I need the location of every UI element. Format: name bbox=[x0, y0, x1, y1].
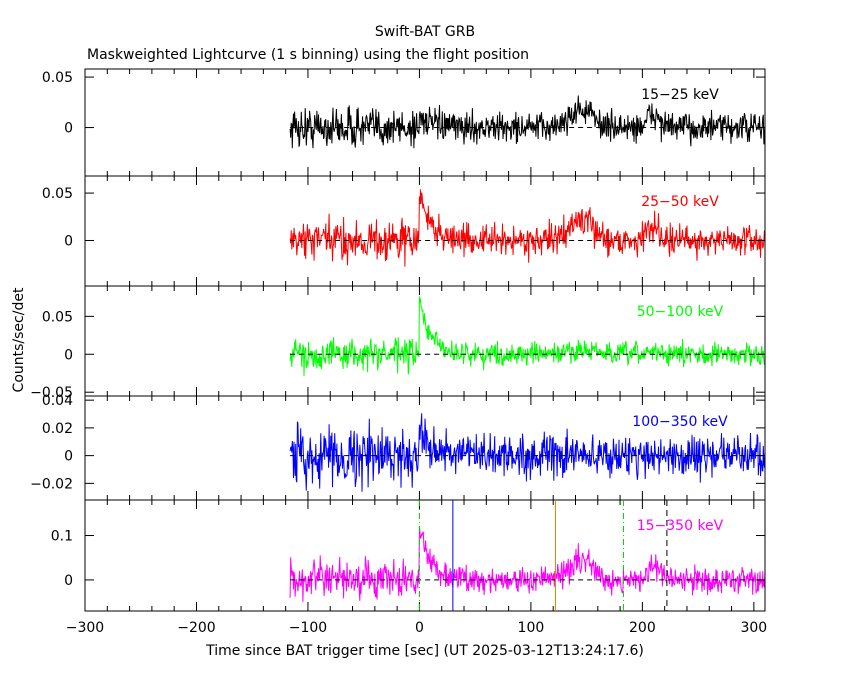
lightcurve-series bbox=[289, 296, 766, 376]
chart-title: Swift-BAT GRB bbox=[375, 24, 475, 40]
y-tick-label: −0.02 bbox=[30, 476, 73, 492]
y-tick-label: 0.05 bbox=[42, 309, 73, 325]
lightcurve-series bbox=[289, 413, 766, 492]
y-tick-label: 0.1 bbox=[51, 529, 73, 545]
panel-frame bbox=[84, 175, 766, 287]
y-tick-label: 0.05 bbox=[42, 70, 73, 86]
x-tick-label: 100 bbox=[518, 620, 545, 636]
y-tick-label: 0 bbox=[64, 573, 73, 589]
x-tick-label: −200 bbox=[177, 620, 215, 636]
panel-frame bbox=[84, 395, 766, 501]
y-tick-label: −0.05 bbox=[30, 385, 73, 401]
x-tick-label: −300 bbox=[66, 620, 104, 636]
panel-4: 0.04 0.02 0 −0.02 100−350 keV bbox=[30, 393, 766, 501]
x-axis-label: Time since BAT trigger time [sec] (UT 20… bbox=[205, 643, 644, 659]
x-tick-label: 0 bbox=[415, 620, 424, 636]
y-tick-label: 0.04 bbox=[42, 393, 73, 409]
lightcurve-series bbox=[289, 526, 766, 602]
y-axis-label: Counts/sec/det bbox=[11, 287, 27, 392]
panel-3: 0.05 0 −0.05 50−100 keV bbox=[30, 285, 766, 401]
y-tick-label: 0.05 bbox=[42, 186, 73, 202]
y-tick-label: 0 bbox=[64, 347, 73, 363]
panel-1: 0.05 0 15−25 keV bbox=[42, 68, 766, 177]
y-tick-label: 0 bbox=[64, 121, 73, 137]
band-label: 25−50 keV bbox=[641, 194, 719, 210]
x-tick-label: 300 bbox=[740, 620, 767, 636]
chart-subtitle: Maskweighted Lightcurve (1 s binning) us… bbox=[87, 47, 529, 63]
band-label: 15−350 keV bbox=[637, 518, 724, 534]
panels-group: 0.05 0 15−25 keV 0.05 0 25−50 keV 0.05 0 −0.05 50… bbox=[30, 68, 767, 636]
x-tick-label: 200 bbox=[629, 620, 656, 636]
panel-5: 0.1 0 15−350 keV bbox=[51, 499, 766, 612]
band-label: 15−25 keV bbox=[641, 87, 719, 103]
y-tick-label: 0 bbox=[64, 233, 73, 249]
panel-2: 0.05 0 25−50 keV bbox=[42, 175, 766, 287]
band-label: 100−350 keV bbox=[632, 414, 728, 430]
panel-frame bbox=[84, 499, 766, 612]
y-tick-label: 0.02 bbox=[42, 421, 73, 437]
x-tick-label: −100 bbox=[289, 620, 327, 636]
panel-frame bbox=[84, 285, 766, 397]
y-tick-label: 0 bbox=[64, 449, 73, 465]
lightcurve-series bbox=[289, 189, 766, 267]
lightcurve-series bbox=[289, 95, 766, 149]
band-label: 50−100 keV bbox=[637, 304, 724, 320]
